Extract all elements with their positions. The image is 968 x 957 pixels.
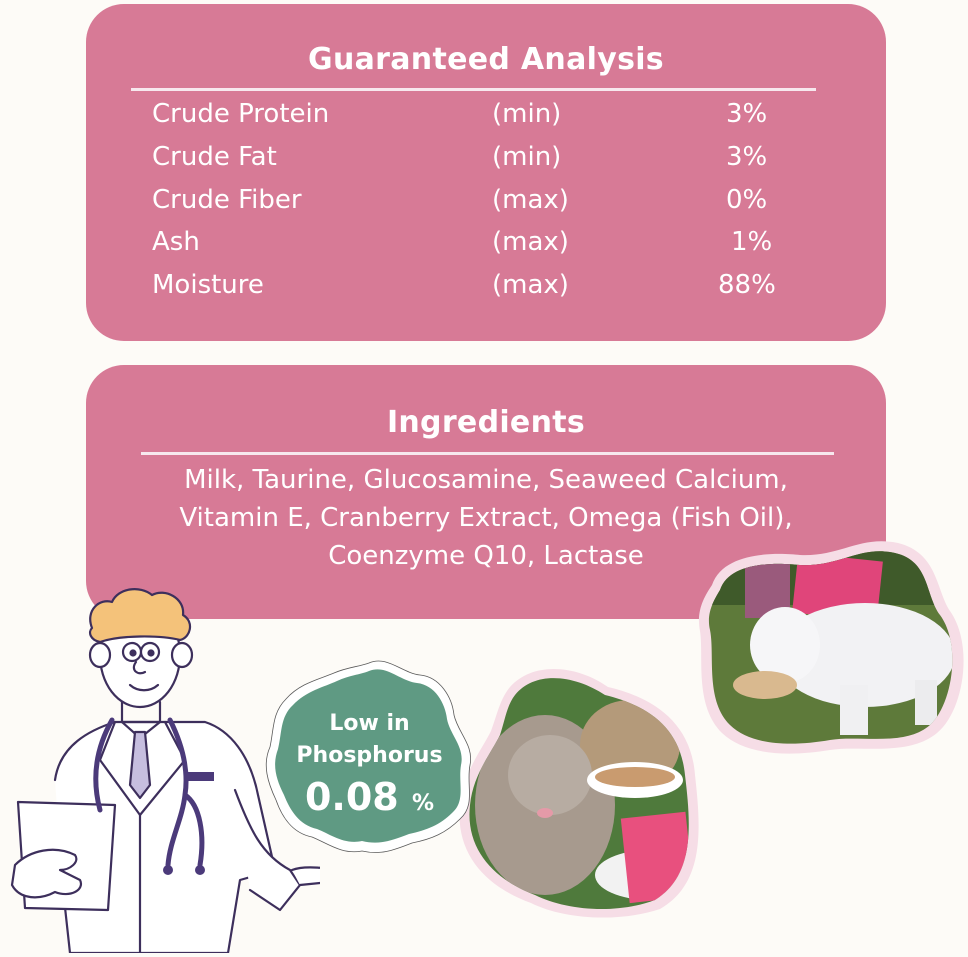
phosphorus-unit: %: [411, 791, 435, 816]
nutrient-qualifier: (max): [492, 270, 569, 300]
ingredients-divider: [141, 452, 834, 455]
nutrient-name: Crude Protein: [152, 99, 330, 129]
nutrient-value: 88%: [718, 270, 776, 300]
phosphorus-value: 0.08: [304, 775, 399, 819]
cats-drinking-milk-photo: [455, 665, 710, 920]
doctor-illustration-icon: [10, 588, 348, 955]
dog-drinking-milk-photo: [690, 535, 965, 760]
doctor-illustration: [0, 580, 348, 955]
nutrient-value: 3%: [726, 142, 768, 172]
analysis-row: Crude Protein (min) 3%: [86, 99, 886, 141]
ingredients-line: Milk, Taurine, Glucosamine, Seaweed Calc…: [184, 465, 788, 495]
nutrient-name: Crude Fiber: [152, 185, 302, 215]
cats-photo-icon: [459, 668, 699, 918]
nutrient-name: Crude Fat: [152, 142, 277, 172]
ingredients-line: Coenzyme Q10, Lactase: [328, 541, 644, 571]
analysis-row: Ash (max) 1%: [86, 227, 886, 269]
name-tag: [188, 772, 214, 781]
wavy-badge-shape-icon: [265, 660, 472, 853]
analysis-title: Guaranteed Analysis: [308, 42, 664, 77]
ingredients-list: Milk, Taurine, Glucosamine, Seaweed Calc…: [106, 461, 866, 575]
guaranteed-analysis-card: Guaranteed Analysis Crude Protein (min) …: [86, 4, 886, 341]
dog-photo-icon: [698, 541, 964, 754]
nutrient-qualifier: (max): [492, 185, 569, 215]
nutrient-name: Ash: [152, 227, 200, 257]
badge-value-line: 0.08 %: [262, 775, 477, 819]
analysis-divider: [131, 88, 816, 91]
analysis-row: Moisture (max) 88%: [86, 270, 886, 312]
badge-line-2: Phosphorus: [296, 743, 443, 768]
nutrient-qualifier: (min): [492, 99, 562, 129]
nutrient-value: 0%: [726, 185, 768, 215]
nutrient-value: 3%: [726, 99, 768, 129]
nutrient-qualifier: (max): [492, 227, 569, 257]
analysis-row: Crude Fat (min) 3%: [86, 142, 886, 184]
nutrient-name: Moisture: [152, 270, 264, 300]
ingredients-title: Ingredients: [386, 405, 586, 440]
badge-line-1: Low in: [329, 711, 410, 736]
ingredients-line: Vitamin E, Cranberry Extract, Omega (Fis…: [179, 503, 793, 533]
nutrient-qualifier: (min): [492, 142, 562, 172]
analysis-row: Crude Fiber (max) 0%: [86, 185, 886, 227]
low-phosphorus-badge: Low in Phosphorus 0.08 %: [262, 655, 477, 855]
ingredients-card: Ingredients Milk, Taurine, Glucosamine, …: [86, 365, 886, 619]
nutrient-value: 1%: [731, 227, 773, 257]
